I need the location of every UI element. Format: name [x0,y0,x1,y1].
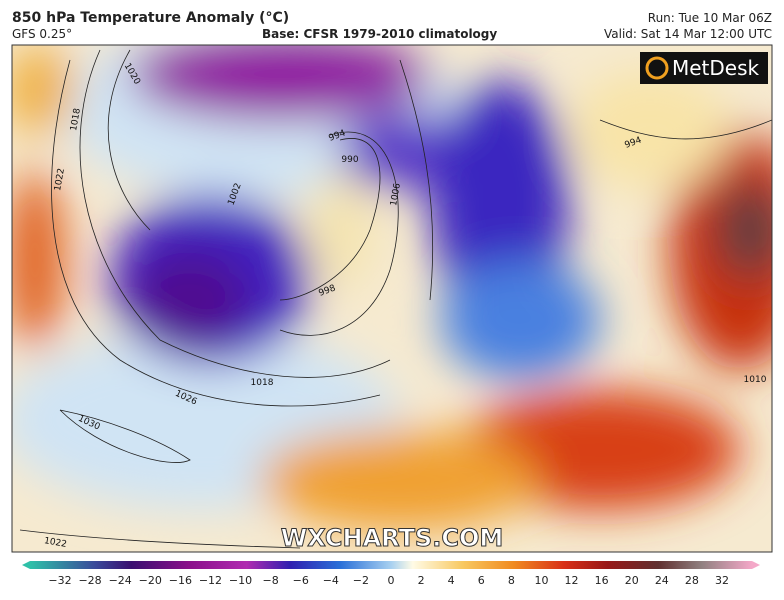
colorbar-label: −32 [48,574,71,587]
colorbar-label: 10 [534,574,548,587]
logo: MetDesk [672,56,760,80]
valid: Valid: Sat 14 Mar 12:00 UTC [604,27,772,41]
title: 850 hPa Temperature Anomaly (°C) [12,10,290,26]
colorbar-label: 24 [655,574,669,587]
watermark: WXCHARTS.COM [281,524,503,552]
isobar-label: 1022 [53,168,67,192]
colorbar-label: −28 [78,574,101,587]
colorbar-label: −16 [169,574,192,587]
model: GFS 0.25° [12,27,73,41]
colorbar-label: −12 [199,574,222,587]
logo-box [640,52,768,84]
colorbar-label: −20 [139,574,162,587]
isobar-label: 1022 [43,536,67,550]
colorbar-label: 28 [685,574,699,587]
colorbar-label: 8 [508,574,515,587]
colorbar-label: −8 [263,574,279,587]
colorbar-label: 4 [448,574,455,587]
colorbar-label: 12 [565,574,579,587]
colorbar-label: 0 [388,574,395,587]
colorbar-label: 2 [418,574,425,587]
colorbar-label: −24 [109,574,132,587]
isobar-label: 1010 [744,375,767,385]
base: Base: CFSR 1979-2010 climatology [262,27,498,41]
colorbar-label: −6 [293,574,309,587]
map-field [12,45,772,552]
colorbar-label: −4 [323,574,339,587]
colorbar-label: −10 [229,574,252,587]
colorbar-label: 16 [595,574,609,587]
colorbar [30,561,752,569]
run: Run: Tue 10 Mar 06Z [647,11,772,25]
colorbar-label: 20 [625,574,639,587]
isobar-label: 1018 [251,378,274,388]
colorbar-label: −2 [353,574,369,587]
colorbar-label: 6 [478,574,485,587]
colorbar-label: 32 [715,574,729,587]
isobar-label: 990 [341,155,358,165]
isobar-label: 1006 [389,182,403,207]
isobar-label: 1018 [69,107,83,132]
